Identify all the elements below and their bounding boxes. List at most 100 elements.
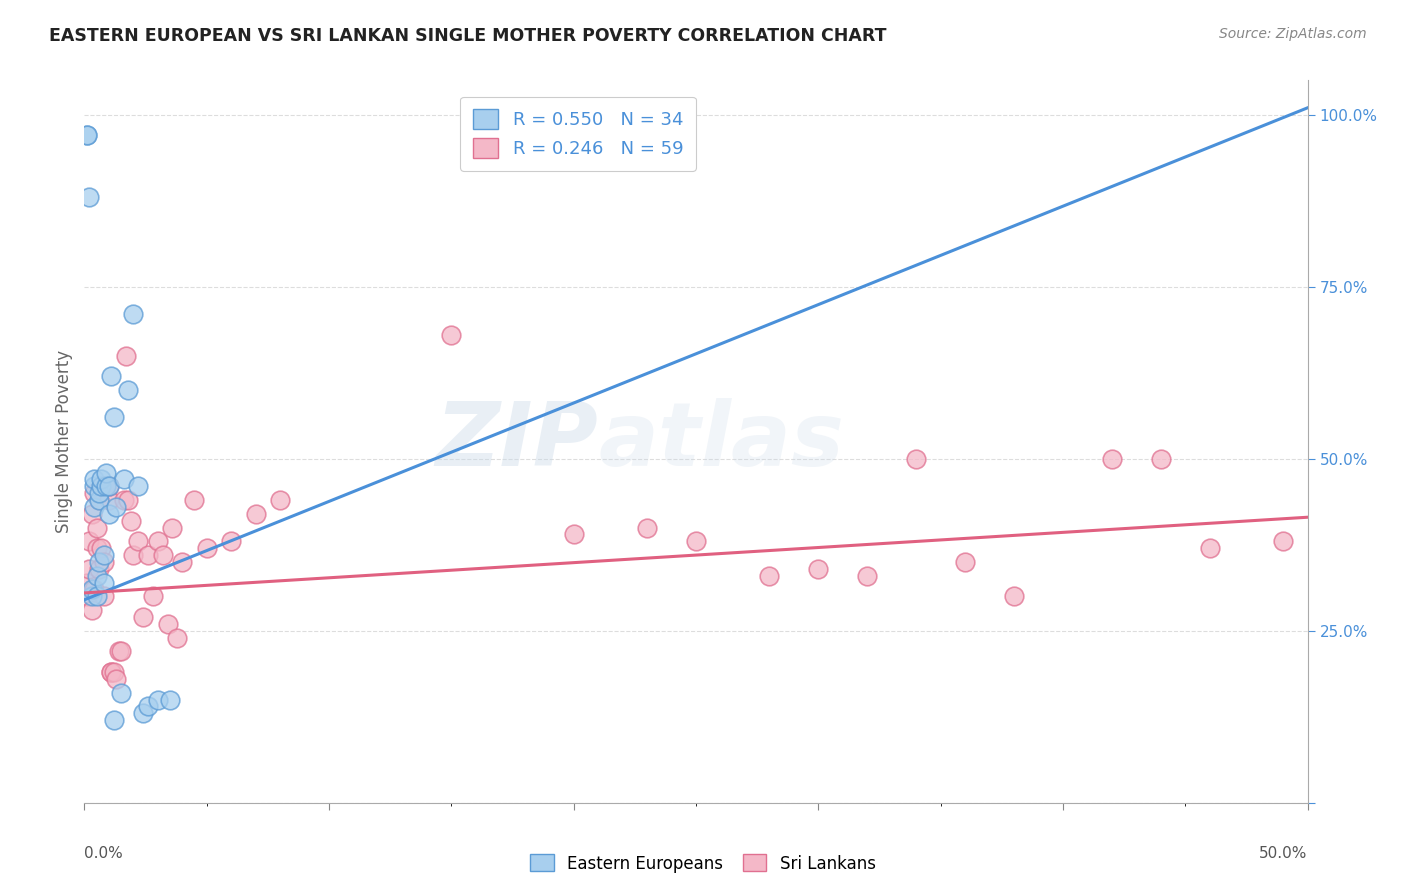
Point bbox=[440, 327, 463, 342]
Point bbox=[97, 507, 120, 521]
Point bbox=[103, 713, 125, 727]
Point bbox=[183, 493, 205, 508]
Point bbox=[127, 534, 149, 549]
Point bbox=[146, 692, 169, 706]
Point bbox=[80, 507, 103, 521]
Point bbox=[83, 582, 105, 597]
Point bbox=[97, 479, 120, 493]
Point bbox=[86, 590, 108, 604]
Point bbox=[1198, 541, 1220, 556]
Point bbox=[159, 692, 181, 706]
Point bbox=[195, 541, 218, 556]
Point bbox=[87, 555, 110, 569]
Point bbox=[112, 472, 135, 486]
Point bbox=[152, 548, 174, 562]
Point bbox=[856, 568, 879, 582]
Text: EASTERN EUROPEAN VS SRI LANKAN SINGLE MOTHER POVERTY CORRELATION CHART: EASTERN EUROPEAN VS SRI LANKAN SINGLE MO… bbox=[49, 27, 887, 45]
Point bbox=[172, 555, 194, 569]
Point bbox=[100, 665, 122, 679]
Point bbox=[122, 307, 145, 321]
Point bbox=[87, 493, 110, 508]
Point bbox=[142, 590, 165, 604]
Point bbox=[83, 500, 105, 514]
Point bbox=[86, 541, 108, 556]
Point bbox=[146, 534, 169, 549]
Point bbox=[76, 128, 98, 143]
Point bbox=[87, 493, 110, 508]
Point bbox=[132, 610, 155, 624]
Point bbox=[103, 665, 125, 679]
Point bbox=[156, 616, 179, 631]
Point bbox=[110, 686, 132, 700]
Point bbox=[162, 520, 184, 534]
Point bbox=[636, 520, 658, 534]
Point bbox=[245, 507, 267, 521]
Point bbox=[1150, 451, 1173, 466]
Text: 50.0%: 50.0% bbox=[1260, 847, 1308, 861]
Point bbox=[77, 190, 100, 204]
Point bbox=[96, 479, 118, 493]
Point bbox=[77, 562, 100, 576]
Point bbox=[80, 582, 103, 597]
Point bbox=[83, 472, 105, 486]
Point bbox=[562, 527, 585, 541]
Point bbox=[132, 706, 155, 721]
Point bbox=[90, 541, 112, 556]
Point bbox=[905, 451, 928, 466]
Point bbox=[80, 603, 103, 617]
Text: Source: ZipAtlas.com: Source: ZipAtlas.com bbox=[1219, 27, 1367, 41]
Y-axis label: Single Mother Poverty: Single Mother Poverty bbox=[55, 350, 73, 533]
Point bbox=[1002, 590, 1025, 604]
Point bbox=[1101, 451, 1123, 466]
Point bbox=[100, 665, 122, 679]
Text: 0.0%: 0.0% bbox=[84, 847, 124, 861]
Point bbox=[127, 479, 149, 493]
Point bbox=[105, 500, 128, 514]
Point bbox=[93, 575, 115, 590]
Point bbox=[117, 493, 139, 508]
Point bbox=[96, 466, 118, 480]
Point bbox=[86, 520, 108, 534]
Point bbox=[117, 383, 139, 397]
Point bbox=[76, 590, 98, 604]
Point bbox=[83, 479, 105, 493]
Point bbox=[122, 548, 145, 562]
Point bbox=[136, 699, 159, 714]
Point bbox=[120, 514, 142, 528]
Point bbox=[166, 631, 188, 645]
Point bbox=[112, 493, 135, 508]
Point bbox=[110, 644, 132, 658]
Point bbox=[97, 493, 120, 508]
Point bbox=[105, 672, 128, 686]
Point bbox=[90, 479, 112, 493]
Point bbox=[83, 486, 105, 500]
Point bbox=[93, 548, 115, 562]
Point bbox=[90, 479, 112, 493]
Point bbox=[76, 575, 98, 590]
Point bbox=[685, 534, 707, 549]
Point bbox=[86, 568, 108, 582]
Point bbox=[807, 562, 830, 576]
Point bbox=[219, 534, 242, 549]
Point bbox=[953, 555, 976, 569]
Point bbox=[80, 590, 103, 604]
Point bbox=[87, 486, 110, 500]
Point bbox=[87, 562, 110, 576]
Point bbox=[1272, 534, 1295, 549]
Point bbox=[93, 555, 115, 569]
Legend: R = 0.550   N = 34, R = 0.246   N = 59: R = 0.550 N = 34, R = 0.246 N = 59 bbox=[460, 96, 696, 170]
Point bbox=[758, 568, 780, 582]
Point bbox=[107, 644, 129, 658]
Point bbox=[77, 534, 100, 549]
Legend: Eastern Europeans, Sri Lankans: Eastern Europeans, Sri Lankans bbox=[523, 847, 883, 880]
Point bbox=[90, 472, 112, 486]
Point bbox=[269, 493, 291, 508]
Point bbox=[103, 410, 125, 425]
Point bbox=[115, 349, 138, 363]
Point bbox=[93, 590, 115, 604]
Point bbox=[76, 128, 98, 143]
Text: ZIP: ZIP bbox=[436, 398, 598, 485]
Point bbox=[96, 479, 118, 493]
Point bbox=[100, 369, 122, 384]
Point bbox=[97, 479, 120, 493]
